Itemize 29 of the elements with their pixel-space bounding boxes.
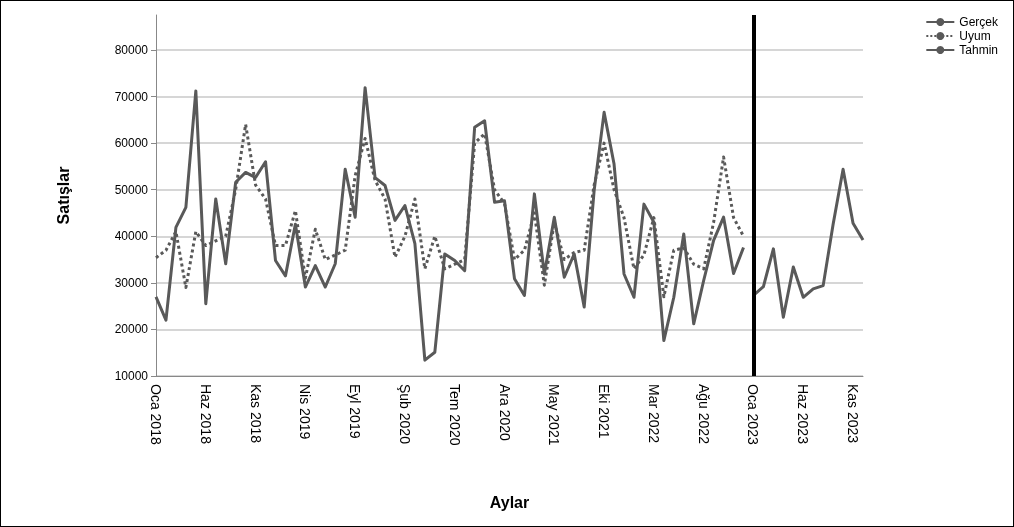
x-tick-label: Ağu 2022	[695, 384, 712, 445]
x-tick-label: Mar 2022	[645, 384, 662, 444]
line-series	[154, 86, 746, 362]
y-tick-label: 80000	[114, 42, 149, 57]
y-tick-label: 30000	[114, 275, 149, 290]
y-tick-label: 60000	[114, 136, 149, 151]
y-tick-label: 10000	[114, 369, 149, 383]
x-tick-label: Oca 2018	[148, 384, 164, 445]
legend-label: Gerçek	[959, 15, 999, 29]
x-tick-label: Haz 2023	[795, 384, 812, 445]
x-tick-label: Şub 2020	[396, 384, 413, 445]
x-tick-label: Eyl 2019	[347, 384, 364, 439]
x-tick-label: Tem 2020	[446, 384, 463, 446]
y-axis-title: Satışlar	[54, 166, 72, 225]
x-tick-label: Eki 2021	[596, 384, 613, 439]
x-tick-label: May 2021	[546, 384, 563, 446]
x-tick-label: Oca 2023	[745, 384, 762, 445]
legend-label: Uyum	[959, 29, 991, 43]
legend-label: Tahmin	[959, 43, 998, 57]
x-tick-label: Ara 2020	[496, 384, 513, 442]
y-tick-label: 50000	[114, 182, 149, 197]
x-tick-label: Haz 2018	[197, 384, 214, 445]
y-tick-label: 70000	[114, 89, 149, 104]
x-tick-label: Nis 2019	[297, 384, 314, 440]
x-axis-title: Aylar	[489, 493, 530, 511]
y-tick-label: 20000	[114, 322, 149, 337]
x-tick-label: Kas 2023	[845, 384, 862, 444]
y-tick-label: 40000	[114, 229, 149, 244]
x-tick-label: Kas 2018	[247, 384, 264, 444]
